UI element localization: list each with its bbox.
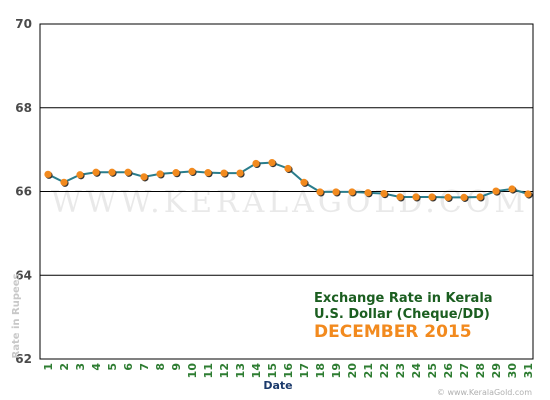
x-axis-title: Date (263, 379, 292, 392)
data-point (492, 187, 500, 195)
chart-title: Exchange Rate in Kerala (314, 291, 493, 306)
x-tick-label: 30 (506, 363, 519, 379)
watermark-text: WWW.KERALAGOLD.COM (51, 185, 529, 220)
x-tick-label: 28 (474, 363, 487, 378)
x-tick-label: 24 (410, 363, 423, 379)
y-tick-label: 70 (15, 17, 32, 31)
data-point (444, 193, 452, 201)
x-tick-label: 4 (90, 363, 103, 371)
data-point (332, 188, 340, 196)
data-point (300, 178, 308, 186)
x-tick-label: 17 (298, 363, 311, 378)
data-point (156, 170, 164, 178)
x-tick-label: 23 (394, 363, 407, 378)
x-tick-label: 16 (282, 363, 295, 379)
x-tick-label: 19 (330, 363, 343, 378)
data-point (428, 193, 436, 201)
x-tick-label: 27 (458, 363, 471, 378)
credit-text: © www.KeralaGold.com (437, 388, 532, 397)
data-point (172, 169, 180, 177)
y-axis-title: Rate in Rupees (11, 273, 22, 358)
data-point (252, 159, 260, 168)
x-tick-label: 2 (58, 363, 71, 371)
data-point (476, 193, 484, 201)
y-tick-label: 64 (15, 268, 32, 282)
data-point (364, 189, 372, 197)
data-point (92, 168, 100, 176)
x-tick-label: 6 (122, 363, 135, 371)
data-point (140, 173, 148, 181)
x-tick-label: 8 (154, 363, 167, 371)
x-tick-label: 7 (138, 363, 151, 371)
x-tick-label: 14 (250, 363, 263, 379)
data-point (284, 164, 292, 173)
x-tick-label: 26 (442, 363, 455, 379)
data-point (124, 168, 132, 176)
x-tick-label: 15 (266, 363, 279, 378)
data-point (44, 170, 52, 178)
data-point (508, 185, 516, 193)
data-point (380, 189, 388, 198)
chart-period: DECEMBER 2015 (314, 322, 472, 342)
x-tick-label: 11 (202, 363, 215, 378)
data-point (76, 171, 84, 179)
y-tick-label: 62 (15, 352, 32, 366)
x-tick-label: 5 (106, 363, 119, 371)
x-tick-label: 31 (522, 363, 535, 378)
data-point (316, 188, 324, 196)
x-tick-label: 29 (490, 363, 503, 378)
data-point (460, 193, 468, 201)
x-tick-label: 3 (74, 363, 87, 371)
data-point (188, 167, 196, 175)
x-tick-label: 13 (234, 363, 247, 378)
data-point (204, 169, 212, 177)
data-point (348, 188, 356, 196)
data-point (412, 193, 420, 201)
y-tick-label: 68 (15, 101, 32, 115)
x-tick-label: 22 (378, 363, 391, 378)
x-tick-label: 20 (346, 363, 359, 379)
data-point (220, 169, 228, 177)
y-tick-label: 66 (15, 185, 32, 199)
data-point (268, 159, 276, 167)
x-tick-label: 1 (42, 363, 55, 371)
x-tick-label: 9 (170, 363, 183, 371)
data-point (236, 169, 244, 177)
data-point (524, 190, 532, 198)
data-point (396, 193, 404, 201)
plot-frame (39, 23, 534, 360)
data-point (60, 178, 68, 186)
x-tick-label: 21 (362, 363, 375, 378)
x-tick-label: 25 (426, 363, 439, 378)
x-tick-label: 10 (186, 363, 199, 379)
chart-subtitle: U.S. Dollar (Cheque/DD) (314, 307, 490, 322)
x-tick-label: 12 (218, 363, 231, 378)
data-point (108, 168, 116, 176)
x-tick-label: 18 (314, 363, 327, 378)
